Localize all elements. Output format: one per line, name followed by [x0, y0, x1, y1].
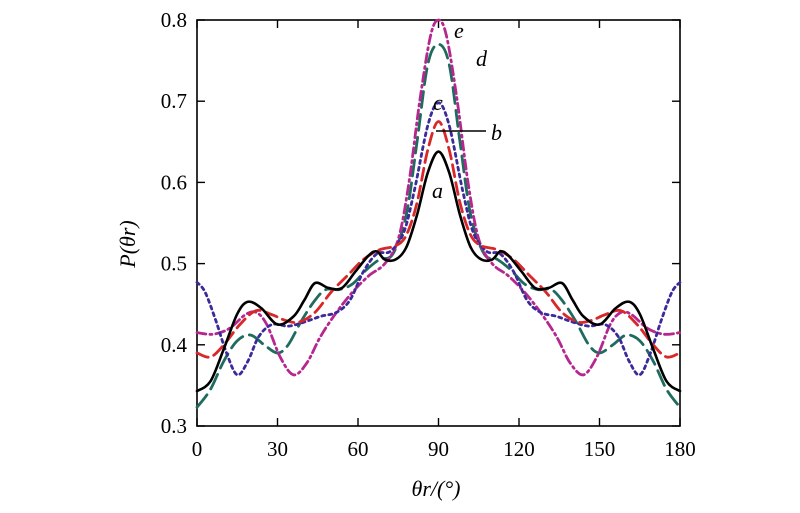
x-tick-label-60: 60 [348, 437, 369, 461]
y-tick-label-0.7: 0.7 [161, 89, 187, 113]
plot-frame [196, 19, 681, 427]
series-label-d: d [476, 46, 488, 71]
y-tick-label-0.6: 0.6 [161, 170, 187, 194]
y-tick-label-0.8: 0.8 [161, 8, 187, 32]
series-line-b [195, 120, 682, 359]
series-lines [195, 18, 682, 409]
x-tick-label-0: 0 [192, 437, 203, 461]
series-label-a: a [432, 178, 443, 203]
y-axis-title: P(θr) [115, 220, 140, 268]
y-tick-label-0.4: 0.4 [161, 333, 188, 357]
x-tick-label-90: 90 [428, 437, 449, 461]
series-labels: e d c b a [432, 18, 502, 203]
x-tick-label-180: 180 [664, 437, 696, 461]
y-tick-label-0.3: 0.3 [161, 414, 187, 438]
x-tick-label-120: 120 [503, 437, 535, 461]
x-axis-title: θr/(°) [412, 476, 461, 501]
y-tick-label-0.5: 0.5 [161, 252, 187, 276]
series-line-a [195, 150, 682, 393]
x-tick-label-30: 30 [267, 437, 288, 461]
series-label-b: b [491, 120, 502, 145]
axis-ticks: 0 30 60 90 120 150 180 0.3 0.4 0.5 0.6 0.7 0.8 [161, 8, 696, 461]
series-line-d [195, 42, 682, 409]
y-axis-title-text: P(θr) [115, 220, 140, 268]
x-axis-title-text: θr/(°) [412, 476, 461, 501]
series-label-c: c [433, 90, 443, 115]
x-tick-label-150: 150 [584, 437, 616, 461]
series-line-c [195, 101, 682, 377]
series-line-e [195, 18, 682, 377]
series-label-e: e [454, 18, 464, 43]
